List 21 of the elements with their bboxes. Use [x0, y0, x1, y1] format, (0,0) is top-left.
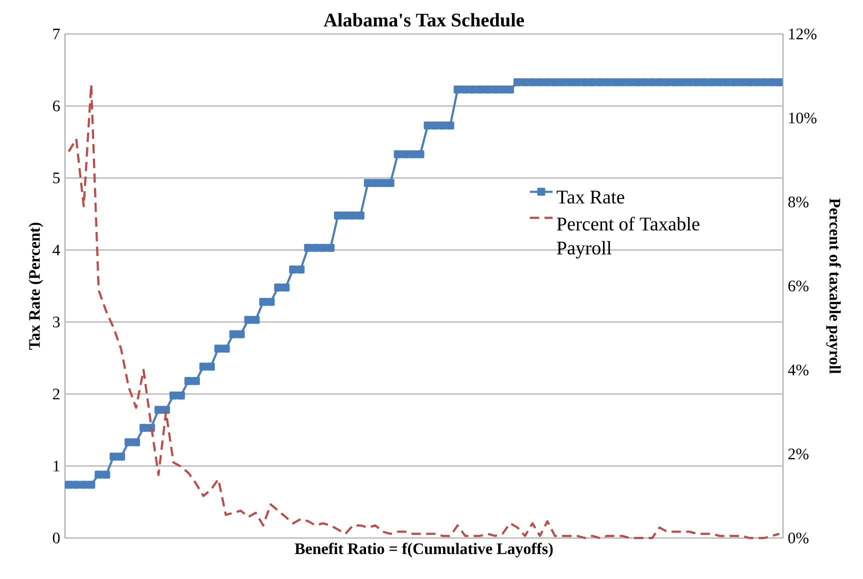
- y-tick-label: 7: [53, 28, 60, 40]
- y-tick-label: 0: [52, 532, 60, 544]
- y-tick-label: 4: [52, 244, 60, 256]
- legend-label: Percent of Taxable Payroll: [556, 216, 700, 258]
- legend-label: Tax Rate: [556, 190, 624, 204]
- y2-axis-title: Percent of taxable payroll: [826, 198, 841, 374]
- y-tick-label: 2: [53, 388, 60, 400]
- y2-tick-label: 6%: [788, 280, 808, 292]
- y-axis-title: Tax Rate (Percent): [28, 222, 44, 350]
- y2-tick-label: 10%: [789, 112, 816, 124]
- y2-tick-label: 8%: [788, 196, 808, 208]
- y-tick-label: 6: [52, 100, 60, 112]
- y2-tick-label: 4%: [788, 364, 808, 376]
- y2-tick-label: 12%: [789, 28, 816, 40]
- y2-tick-label: 2%: [788, 448, 808, 460]
- y-tick-label: 1: [54, 460, 60, 472]
- y2-tick-label: 0%: [788, 532, 808, 544]
- y-tick-label: 5: [53, 172, 60, 184]
- y-tick-label: 3: [53, 316, 60, 328]
- chart-title: Alabama's Tax Schedule: [324, 13, 524, 27]
- x-axis-title: Benefit Ratio = f(Cumulative Layoffs): [294, 542, 553, 558]
